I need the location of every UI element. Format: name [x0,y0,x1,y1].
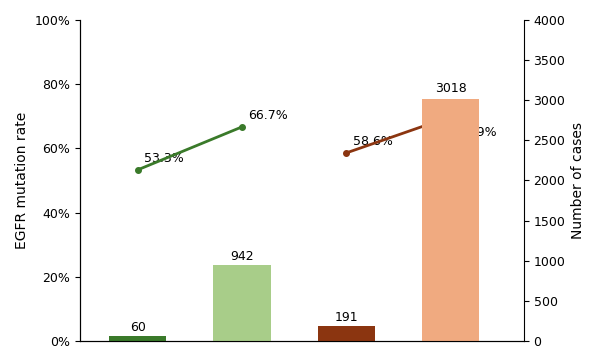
Bar [422,99,479,341]
Text: 191: 191 [335,310,358,324]
Bar [109,336,166,341]
Text: 942: 942 [230,250,254,263]
Y-axis label: Number of cases: Number of cases [571,122,585,239]
Text: 3018: 3018 [435,82,467,95]
Text: 66.7%: 66.7% [248,109,288,122]
Text: 69.9%: 69.9% [457,126,497,139]
Bar [317,326,375,341]
Text: 53.3%: 53.3% [144,152,184,165]
Text: 58.6%: 58.6% [353,135,392,148]
Bar [213,265,271,341]
Text: 60: 60 [130,321,146,334]
Y-axis label: EGFR mutation rate: EGFR mutation rate [15,112,29,249]
